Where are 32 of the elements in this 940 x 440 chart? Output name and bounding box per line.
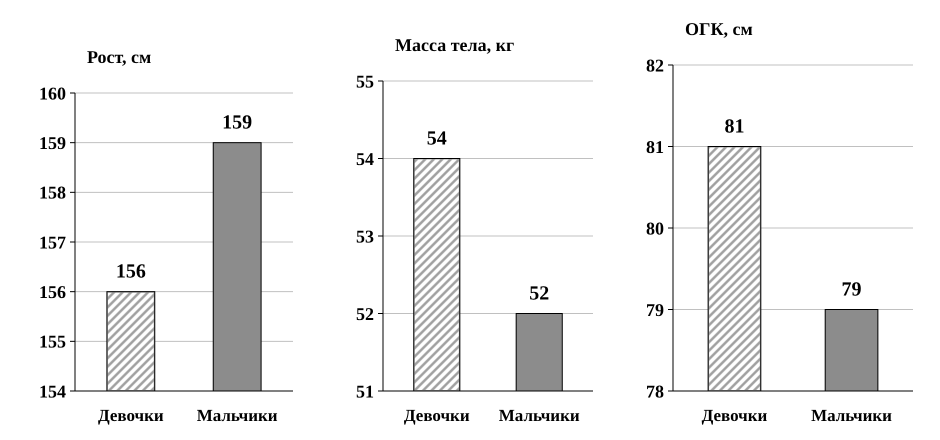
chart-title: Рост, см — [87, 47, 152, 67]
data-label: 156 — [116, 260, 146, 283]
y-tick-label: 51 — [356, 381, 374, 402]
y-tick-label: 154 — [39, 381, 66, 402]
y-tick-label: 157 — [39, 232, 66, 252]
y-tick-label: 156 — [39, 282, 66, 302]
data-label: 81 — [724, 116, 744, 138]
x-tick-label: Девочки — [404, 406, 470, 425]
chart-title: Масса тела, кг — [395, 35, 514, 55]
y-tick-label: 158 — [39, 182, 66, 203]
y-tick-label: 55 — [356, 71, 374, 92]
y-tick-label: 52 — [356, 304, 374, 324]
data-label: 159 — [222, 112, 252, 134]
y-tick-label: 160 — [39, 83, 66, 104]
y-tick-label: 54 — [356, 148, 374, 169]
y-tick-label: 53 — [356, 226, 374, 246]
y-tick-label: 81 — [646, 136, 664, 157]
y-tick-label: 80 — [646, 218, 664, 238]
y-tick-label: 159 — [39, 132, 66, 153]
x-tick-label: Девочки — [98, 406, 164, 425]
y-tick-label: 155 — [39, 332, 66, 352]
x-tick-label: Девочки — [702, 406, 768, 425]
data-label: 79 — [842, 278, 862, 300]
y-tick-label: 79 — [646, 300, 664, 320]
x-tick-label: Мальчики — [811, 406, 892, 425]
data-label: 54 — [426, 128, 447, 150]
x-tick-label: Мальчики — [196, 406, 278, 425]
chart-title: ОГК, см — [685, 19, 753, 39]
y-tick-label: 78 — [646, 381, 664, 402]
x-tick-label: Мальчики — [498, 406, 580, 425]
data-label: 52 — [529, 282, 550, 304]
y-tick-label: 82 — [646, 55, 664, 76]
